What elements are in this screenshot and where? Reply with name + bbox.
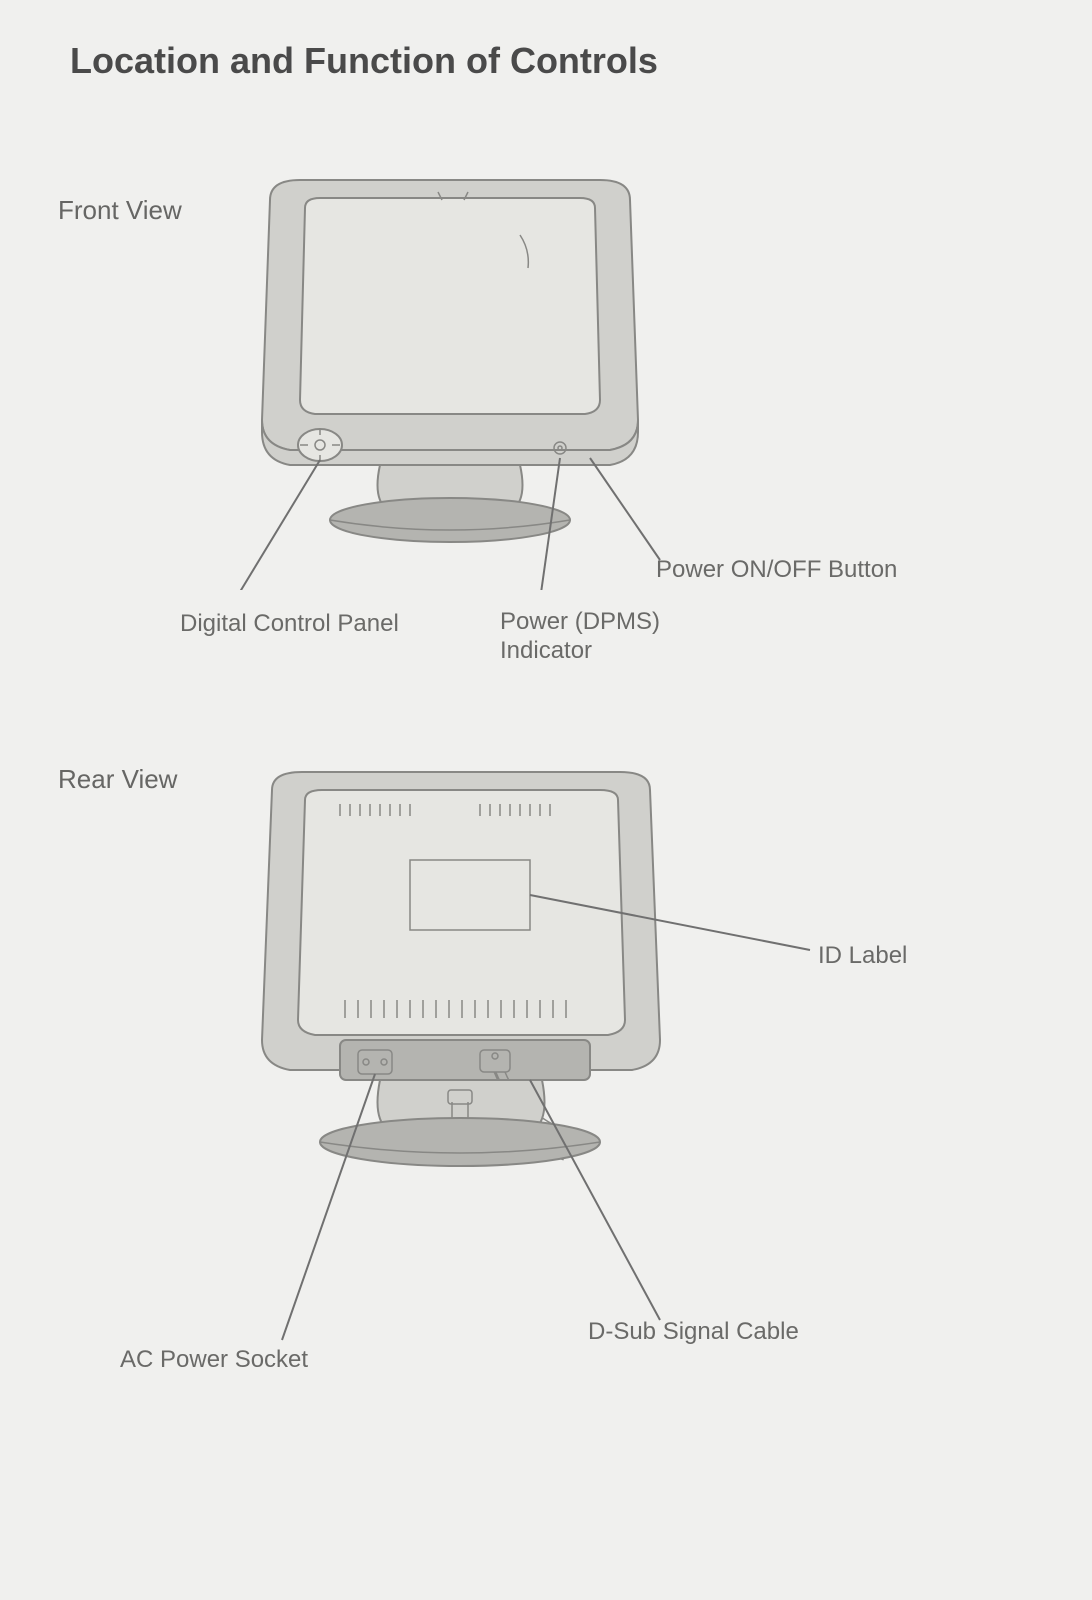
label-ac-power-socket: AC Power Socket [120, 1346, 308, 1375]
front-view-diagram [230, 170, 790, 590]
label-power-button: Power ON/OFF Button [656, 556, 897, 585]
front-view-heading: Front View [58, 195, 182, 226]
rear-view-heading: Rear View [58, 764, 177, 795]
label-digital-control-panel: Digital Control Panel [180, 610, 399, 639]
rear-view-diagram [230, 760, 910, 1380]
label-power-dpms-indicator: Power (DPMS) Indicator [500, 608, 660, 666]
label-dsub-cable: D-Sub Signal Cable [588, 1318, 799, 1347]
page-title: Location and Function of Controls [70, 40, 658, 82]
label-id-label: ID Label [818, 942, 907, 971]
